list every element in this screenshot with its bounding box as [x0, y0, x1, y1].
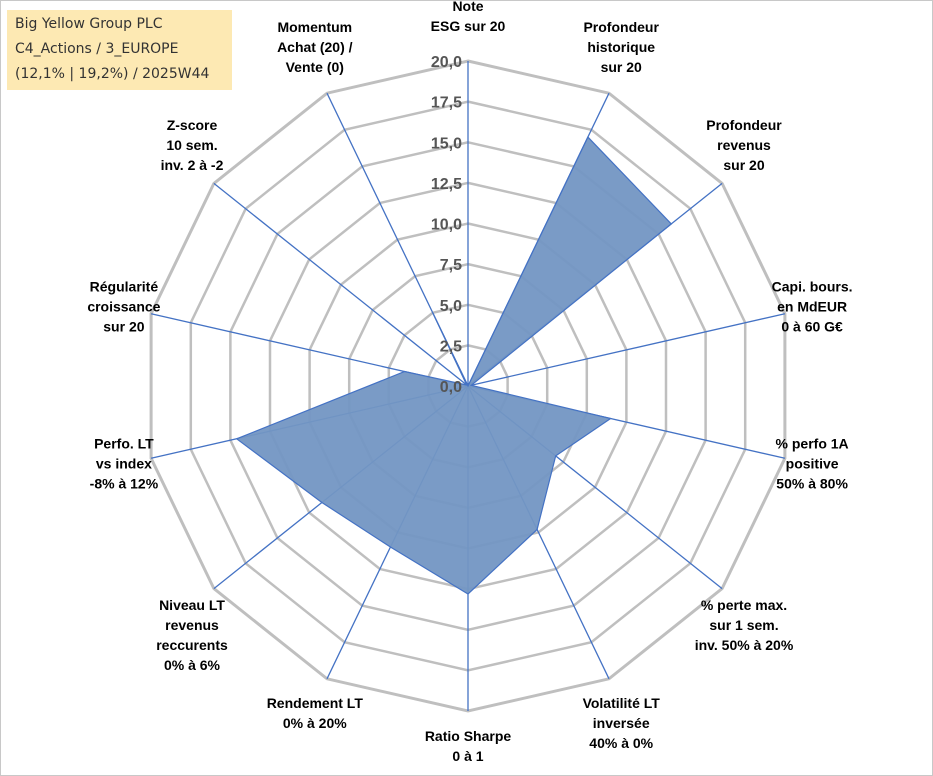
axis-label: % perfo 1A positive 50% à 80%: [776, 436, 849, 492]
axis-spoke: [467, 313, 786, 387]
axis-label: % perte max. sur 1 sem. inv. 50% à 20%: [695, 597, 794, 653]
axis-labels: Note ESG sur 20 Profondeur historique sur 20…: [87, 0, 852, 764]
axis-label: Momentum Achat (20) / Vente (0): [277, 19, 353, 75]
company-name: Big Yellow Group PLC: [15, 16, 163, 32]
tick-label: 0,0: [440, 379, 462, 396]
axis-label: Perfo. LT vs index -8% à 12%: [90, 436, 159, 492]
axis-label: Régularité croissance sur 20: [87, 279, 160, 335]
tick-label: 5,0: [440, 298, 462, 315]
axis-label: Profondeur revenus sur 20: [706, 117, 782, 173]
category-line: C4_Actions / 3_EUROPE: [15, 41, 179, 57]
axis-label: Rendement LT 0% à 20%: [267, 695, 364, 731]
stats-line: (12,1% | 19,2%) / 2025W44: [15, 66, 210, 82]
series-area: [235, 136, 673, 595]
title-box: Big Yellow Group PLC C4_Actions / 3_EURO…: [7, 10, 232, 90]
axis-label: Profondeur historique sur 20: [583, 19, 659, 75]
tick-label: 2,5: [440, 338, 462, 355]
axis-label: Z-score 10 sem. inv. 2 à -2: [161, 117, 224, 173]
tick-label: 10,0: [431, 217, 462, 234]
axis-label: Niveau LT revenus reccurents 0% à 6%: [156, 597, 228, 673]
tick-label: 12,5: [431, 176, 462, 193]
tick-label: 20,0: [431, 54, 462, 71]
axis-label: Volatilité LT inversée 40% à 0%: [583, 695, 661, 751]
radar-series: [235, 136, 673, 595]
tick-label: 17,5: [431, 95, 462, 112]
radial-tick-labels: 0,0 2,5 5,0 7,5 10,0 12,5 15,0 17,5 20,0: [431, 54, 462, 396]
axis-label: Capi. bours. en MdEUR 0 à 60 G€: [772, 279, 853, 335]
tick-label: 15,0: [431, 135, 462, 152]
axis-label: Ratio Sharpe 0 à 1: [425, 728, 512, 764]
axis-spoke: [213, 182, 469, 387]
axis-label: Note ESG sur 20: [431, 0, 506, 34]
tick-label: 7,5: [440, 257, 462, 274]
